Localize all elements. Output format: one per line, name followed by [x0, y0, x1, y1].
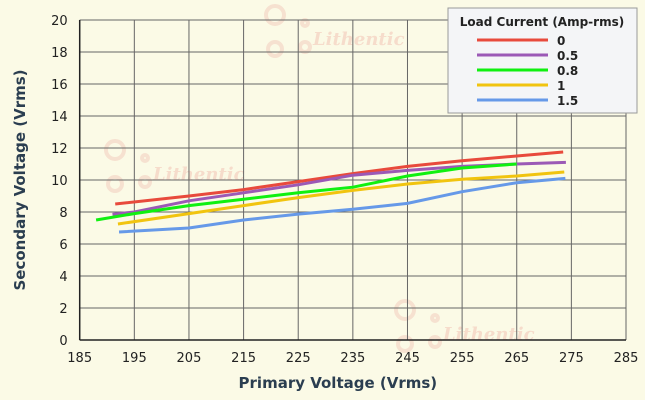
- series-line-1: [117, 170, 565, 226]
- y-tick-label: 18: [51, 46, 68, 61]
- y-tick-label: 4: [59, 270, 67, 285]
- y-tick-label: 10: [51, 174, 68, 189]
- x-tick-label: 285: [614, 351, 639, 366]
- legend-label: 0: [557, 34, 565, 48]
- y-tick-label: 0: [59, 334, 67, 349]
- watermark-logo: [394, 299, 442, 353]
- y-tick-label: 14: [51, 110, 68, 125]
- x-tick-label: 265: [504, 351, 529, 366]
- x-tick-label: 185: [67, 351, 92, 366]
- x-tick-label: 215: [231, 351, 256, 366]
- watermark-logo: [104, 139, 152, 193]
- watermark-logo: [264, 4, 312, 58]
- legend-label: 0.8: [557, 64, 578, 78]
- x-tick-label: 195: [122, 351, 147, 366]
- y-tick-label: 6: [59, 238, 67, 253]
- x-tick-label: 205: [177, 351, 202, 366]
- watermark-text: Lithentic: [152, 164, 245, 185]
- y-axis-label: Secondary Voltage (Vrms): [11, 69, 29, 290]
- x-tick-label: 245: [395, 351, 420, 366]
- y-tick-label: 16: [51, 78, 68, 93]
- legend-title: Load Current (Amp-rms): [460, 15, 624, 29]
- x-axis-label: Primary Voltage (Vrms): [239, 374, 438, 392]
- series-line-0: [115, 150, 564, 206]
- watermark-text: Lithentic: [442, 324, 535, 345]
- y-tick-label: 8: [59, 206, 67, 221]
- y-tick-label: 20: [51, 14, 68, 29]
- x-tick-label: 235: [340, 351, 365, 366]
- x-tick-label: 225: [286, 351, 311, 366]
- x-tick-label: 275: [559, 351, 584, 366]
- legend-box: [447, 7, 638, 114]
- x-tick-label: 255: [450, 351, 475, 366]
- legend-label: 1: [557, 79, 565, 93]
- series-line-0.8: [95, 162, 517, 222]
- y-tick-label: 2: [59, 302, 67, 317]
- watermark-text: Lithentic: [312, 29, 405, 50]
- legend-label: 0.5: [557, 49, 578, 63]
- legend-label: 1.5: [557, 94, 578, 108]
- series-line-1.5: [118, 176, 566, 234]
- y-tick-label: 12: [51, 142, 68, 157]
